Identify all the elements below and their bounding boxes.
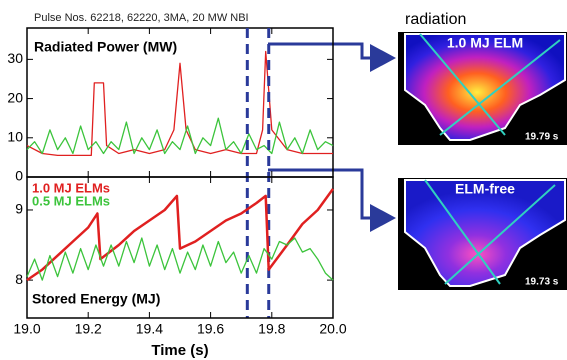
- image-heading: radiation: [405, 11, 466, 28]
- x-axis-label: Time (s): [151, 342, 208, 359]
- image-time: 19.79 s: [525, 132, 559, 143]
- subtitle: Pulse Nos. 62218, 62220, 3MA, 20 MW NBI: [34, 12, 249, 24]
- x-tick-label: 19.6: [197, 321, 224, 337]
- y-tick-label: 20: [7, 89, 23, 105]
- connector-arrows: [268, 44, 372, 218]
- image-label: ELM-free: [455, 181, 515, 197]
- x-tick-label: 19.8: [258, 321, 285, 337]
- x-tick-label: 19.0: [13, 321, 40, 337]
- image-label: 1.0 MJ ELM: [447, 35, 523, 51]
- arrow-head: [370, 204, 396, 232]
- y-tick-label: 30: [7, 50, 23, 66]
- y-tick-label: 8: [15, 271, 23, 287]
- x-tick-label: 20.0: [319, 321, 346, 337]
- top-title: Radiated Power (MW): [34, 39, 177, 55]
- legend-entry: 0.5 MJ ELMs: [32, 193, 110, 208]
- y-tick-label: 10: [7, 128, 23, 144]
- x-tick-label: 19.2: [75, 321, 102, 337]
- series-line: [27, 118, 333, 153]
- image-time: 19.73 s: [525, 277, 559, 288]
- arrow-head: [370, 44, 396, 72]
- series-line: [27, 52, 333, 156]
- figure: Pulse Nos. 62218, 62220, 3MA, 20 MW NBI …: [0, 0, 567, 360]
- x-tick-label: 19.4: [136, 321, 163, 337]
- y-tick-label: 0: [15, 168, 23, 184]
- bottom-title: Stored Energy (MJ): [32, 291, 160, 307]
- y-tick-label: 9: [15, 201, 23, 217]
